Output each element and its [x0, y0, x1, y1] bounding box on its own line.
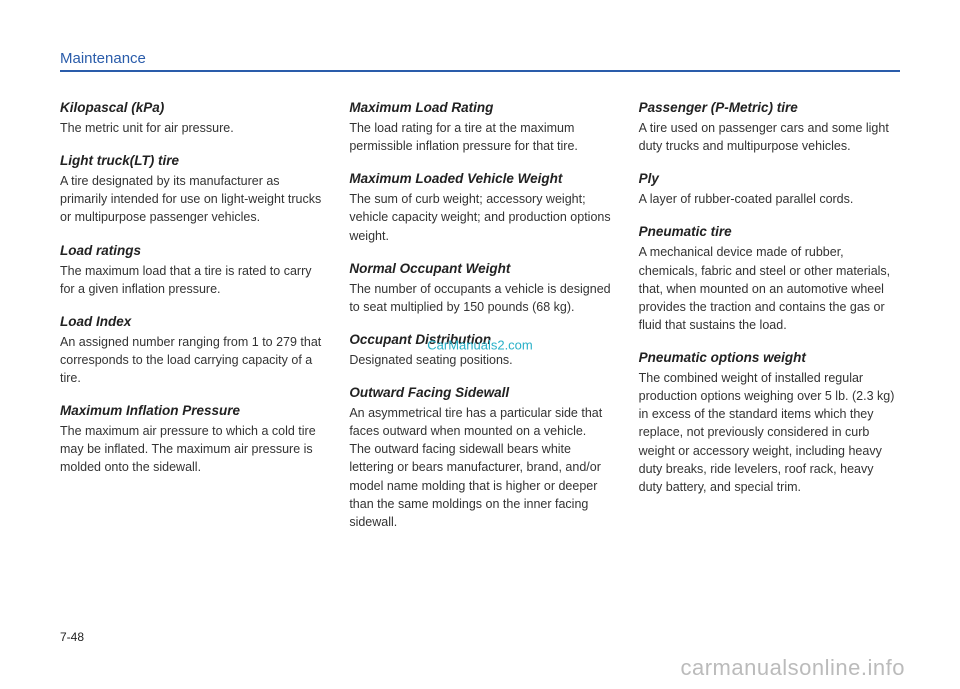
section-light-truck-tire: Light truck(LT) tire A tire designated b… [60, 153, 321, 226]
column-2: Maximum Load Rating The load rating for … [349, 100, 610, 547]
manual-page: Maintenance Kilopascal (kPa) The metric … [0, 0, 960, 567]
section-body: A layer of rubber-coated parallel cords. [639, 190, 900, 208]
section-body: The load rating for a tire at the maximu… [349, 119, 610, 155]
section-max-inflation-pressure: Maximum Inflation Pressure The maximum a… [60, 403, 321, 476]
section-body: An asymmetrical tire has a particular si… [349, 404, 610, 531]
section-body: The combined weight of installed regular… [639, 369, 900, 496]
section-title: Maximum Load Rating [349, 100, 610, 115]
content-columns: Kilopascal (kPa) The metric unit for air… [60, 100, 900, 547]
section-max-load-rating: Maximum Load Rating The load rating for … [349, 100, 610, 155]
section-ply: Ply A layer of rubber-coated parallel co… [639, 171, 900, 208]
section-body: The number of occupants a vehicle is des… [349, 280, 610, 316]
section-body: The metric unit for air pressure. [60, 119, 321, 137]
section-pneumatic-tire: Pneumatic tire A mechanical device made … [639, 224, 900, 334]
section-outward-facing-sidewall: Outward Facing Sidewall An asymmetrical … [349, 385, 610, 531]
section-body: A tire designated by its manufacturer as… [60, 172, 321, 226]
section-body: A tire used on passenger cars and some l… [639, 119, 900, 155]
section-title: Pneumatic options weight [639, 350, 900, 365]
section-max-loaded-vehicle-weight: Maximum Loaded Vehicle Weight The sum of… [349, 171, 610, 244]
page-number: 7-48 [60, 630, 84, 644]
section-title: Outward Facing Sidewall [349, 385, 610, 400]
section-pneumatic-options-weight: Pneumatic options weight The combined we… [639, 350, 900, 496]
section-body: Designated seating positions. [349, 351, 610, 369]
section-title: Maximum Inflation Pressure [60, 403, 321, 418]
section-load-ratings: Load ratings The maximum load that a tir… [60, 243, 321, 298]
section-body: A mechanical device made of rubber, chem… [639, 243, 900, 334]
section-title: Light truck(LT) tire [60, 153, 321, 168]
section-body: An assigned number ranging from 1 to 279… [60, 333, 321, 387]
section-title: Passenger (P-Metric) tire [639, 100, 900, 115]
section-title: Load ratings [60, 243, 321, 258]
section-body: The sum of curb weight; accessory weight… [349, 190, 610, 244]
column-1: Kilopascal (kPa) The metric unit for air… [60, 100, 321, 547]
section-title: Kilopascal (kPa) [60, 100, 321, 115]
section-title: Normal Occupant Weight [349, 261, 610, 276]
column-3: Passenger (P-Metric) tire A tire used on… [639, 100, 900, 547]
section-title: Pneumatic tire [639, 224, 900, 239]
section-title: Occupant Distribution [349, 332, 610, 347]
section-load-index: Load Index An assigned number ranging fr… [60, 314, 321, 387]
watermark-bottom: carmanualsonline.info [680, 655, 905, 681]
section-occupant-distribution: Occupant Distribution Designated seating… [349, 332, 610, 369]
section-title: Ply [639, 171, 900, 186]
section-title: Maximum Loaded Vehicle Weight [349, 171, 610, 186]
header-title: Maintenance [60, 50, 900, 67]
section-title: Load Index [60, 314, 321, 329]
section-normal-occupant-weight: Normal Occupant Weight The number of occ… [349, 261, 610, 316]
section-kilopascal: Kilopascal (kPa) The metric unit for air… [60, 100, 321, 137]
section-body: The maximum load that a tire is rated to… [60, 262, 321, 298]
section-passenger-tire: Passenger (P-Metric) tire A tire used on… [639, 100, 900, 155]
section-body: The maximum air pressure to which a cold… [60, 422, 321, 476]
page-header: Maintenance [60, 50, 900, 72]
